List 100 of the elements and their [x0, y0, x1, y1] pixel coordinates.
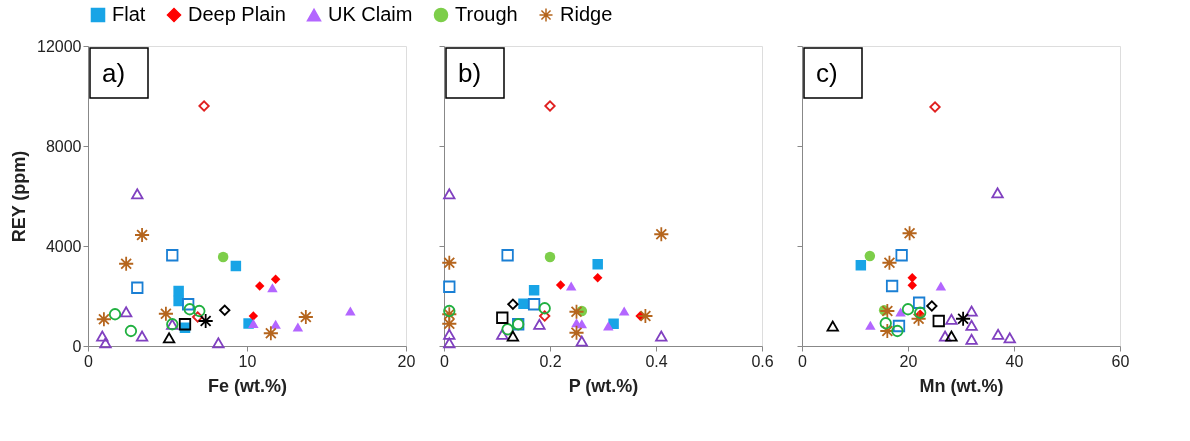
point — [945, 330, 958, 342]
point — [254, 281, 265, 291]
point — [891, 324, 904, 338]
point — [131, 281, 144, 294]
x-tick-label: 0.6 — [751, 352, 774, 370]
legend-label: Ridge — [560, 3, 613, 25]
point — [443, 304, 456, 318]
point — [506, 330, 520, 342]
point — [568, 324, 585, 341]
point — [592, 259, 603, 270]
point — [881, 254, 898, 271]
point — [655, 330, 668, 342]
point — [96, 330, 109, 342]
legend-label: Trough — [455, 3, 518, 25]
annotation: b) — [458, 58, 482, 88]
point — [120, 306, 133, 318]
point — [297, 309, 314, 325]
point — [864, 250, 876, 262]
x-tick-label: 20 — [899, 352, 918, 370]
point — [991, 328, 1005, 340]
point — [270, 274, 281, 284]
point — [162, 332, 176, 344]
x-tick-label: 0 — [798, 352, 808, 370]
point — [166, 249, 179, 262]
point — [262, 325, 279, 342]
point — [230, 260, 242, 272]
point — [527, 298, 541, 311]
point — [267, 283, 278, 293]
point — [932, 314, 945, 328]
annotation: c) — [816, 58, 838, 88]
point — [544, 100, 556, 112]
point — [901, 225, 918, 242]
x-tick-label: 0 — [84, 352, 94, 370]
point — [555, 280, 566, 290]
point — [507, 298, 519, 310]
point — [182, 298, 195, 311]
point — [926, 300, 938, 312]
point — [99, 337, 112, 349]
legend-label: Flat — [112, 3, 146, 25]
annotation: a) — [102, 58, 126, 88]
point — [538, 302, 551, 315]
point — [879, 317, 892, 330]
point — [907, 273, 917, 283]
point — [568, 303, 585, 320]
point — [865, 320, 876, 330]
point — [895, 249, 908, 262]
point — [938, 330, 952, 342]
x-tick-label: 20 — [397, 352, 416, 370]
point — [885, 279, 899, 293]
point — [901, 303, 915, 316]
x-tick-label: 0.2 — [539, 352, 562, 370]
y-tick-label: 4000 — [45, 237, 82, 255]
point — [157, 305, 174, 322]
point — [217, 251, 229, 263]
y-axis-title: REY (ppm) — [9, 150, 30, 243]
point — [895, 307, 906, 317]
point — [603, 321, 614, 331]
x-tick-label: 60 — [1111, 352, 1130, 370]
point — [212, 337, 225, 349]
point — [441, 254, 458, 271]
point — [912, 296, 926, 309]
point — [134, 227, 151, 243]
point — [496, 311, 509, 324]
point — [907, 280, 917, 290]
point — [879, 303, 896, 319]
point — [197, 313, 214, 329]
point — [193, 304, 206, 318]
x-axis-title: Mn (wt.%) — [919, 375, 1004, 396]
x-tick-label: 40 — [1005, 352, 1024, 370]
point — [108, 308, 122, 321]
point — [618, 306, 630, 316]
point — [910, 310, 927, 327]
point — [945, 313, 958, 325]
point — [192, 311, 204, 323]
y-tick-label: 0 — [72, 337, 82, 355]
point — [892, 319, 906, 333]
point — [518, 298, 529, 309]
point — [183, 303, 196, 316]
point — [576, 319, 588, 329]
point — [991, 187, 1004, 199]
legend-label: UK Claim — [328, 3, 413, 25]
point — [879, 323, 896, 339]
y-tick-label: 8000 — [45, 137, 82, 155]
legend-label: Deep Plain — [188, 3, 286, 25]
point — [198, 100, 210, 112]
point — [345, 306, 356, 316]
point — [575, 335, 588, 347]
point — [178, 318, 192, 331]
point — [965, 333, 978, 345]
x-tick-label: 0 — [440, 352, 450, 370]
point — [637, 308, 654, 324]
point — [248, 311, 259, 321]
point — [544, 251, 556, 263]
point — [533, 318, 546, 330]
point — [929, 101, 941, 113]
x-tick-label: 10 — [238, 352, 257, 370]
point — [443, 337, 456, 349]
point — [565, 281, 577, 291]
point — [248, 318, 259, 329]
point — [118, 255, 135, 272]
